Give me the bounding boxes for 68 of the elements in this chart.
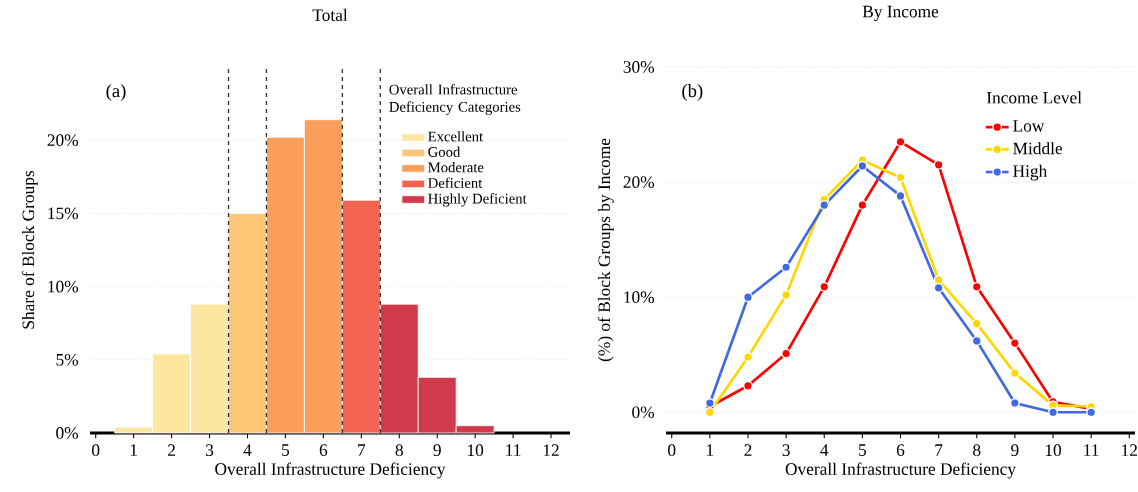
y-tick-label: 20% (623, 176, 655, 188)
y-tick-label: 0% (56, 427, 79, 439)
x-axis-title: Overall Infrastructure Deficiency (215, 462, 446, 479)
x-tick-label: 0 (668, 444, 676, 457)
x-tick-label: 6 (896, 444, 905, 457)
point (781, 289, 792, 300)
x-tick-label: 5 (282, 444, 290, 456)
x-tick-label: 5 (859, 444, 867, 456)
x-tick-label: 12 (1122, 444, 1137, 456)
point (857, 161, 868, 171)
point (933, 274, 944, 285)
point (1048, 407, 1058, 418)
y-tick-label: 10% (48, 280, 79, 293)
y-tick-label: 15% (48, 207, 79, 220)
legend-title: Income Level (986, 91, 1082, 104)
x-tick-label: 4 (820, 444, 829, 456)
point (1009, 338, 1020, 349)
annotation: (a) (106, 84, 126, 101)
x-tick-label: 3 (206, 444, 214, 457)
point (819, 200, 830, 211)
y-tick-label: 10% (624, 291, 655, 304)
point (933, 159, 944, 170)
y-axis-title: (%) of Block Groups by Income (597, 138, 614, 362)
x-tick-label: 10 (468, 444, 484, 457)
x-tick-label: 4 (243, 444, 252, 456)
x-tick-label: 6 (319, 444, 328, 457)
x-tick-label: 2 (744, 444, 752, 456)
legend-label: Highly Deficient (428, 193, 527, 207)
x-tick-label: 9 (433, 444, 441, 457)
x-axis-title: Overall Infrastructure Deficiency (785, 462, 1016, 479)
x-tick-label: 8 (395, 444, 403, 457)
y-tick-label: 20% (47, 134, 79, 147)
legend-label: Middle (1013, 142, 1063, 155)
x-tick-label: 11 (506, 444, 521, 456)
legend-label: Low (1013, 120, 1045, 132)
point (781, 262, 792, 273)
legend-title: Overall Infrastructure Deficiency Categories (389, 84, 521, 115)
y-axis-title: Share of Block Groups (21, 170, 38, 329)
y-tick-label: 5% (56, 353, 79, 366)
legend-label: Moderate (428, 162, 484, 173)
x-tick-label: 12 (543, 444, 559, 456)
chart-title: Total (312, 8, 348, 21)
point (704, 407, 715, 418)
chart-title: By Income (862, 5, 939, 21)
x-tick-label: 1 (130, 444, 137, 456)
point (743, 292, 753, 303)
x-tick-label: 2 (168, 444, 175, 456)
y-tick-label: 0% (632, 406, 655, 419)
x-tick-label: 0 (92, 444, 100, 457)
x-tick-label: 10 (1045, 444, 1062, 457)
point (971, 318, 982, 329)
legend-label: High (1013, 164, 1048, 181)
x-tick-label: 1 (707, 444, 714, 456)
legend-label: Deficient (428, 177, 483, 188)
x-tick-label: 7 (358, 444, 366, 456)
x-tick-label: 11 (1084, 444, 1099, 456)
x-tick-label: 9 (1011, 444, 1019, 457)
point (743, 380, 753, 391)
y-tick-label: 30% (623, 61, 655, 73)
x-tick-label: 8 (973, 444, 981, 457)
annotation: (b) (682, 84, 703, 101)
point (1086, 407, 1097, 418)
x-tick-label: 3 (782, 444, 790, 457)
legend-label: Good (428, 146, 461, 157)
point (1009, 368, 1020, 379)
point (743, 352, 753, 362)
x-tick-label: 7 (935, 444, 943, 456)
legend-label: Excellent (428, 131, 484, 142)
